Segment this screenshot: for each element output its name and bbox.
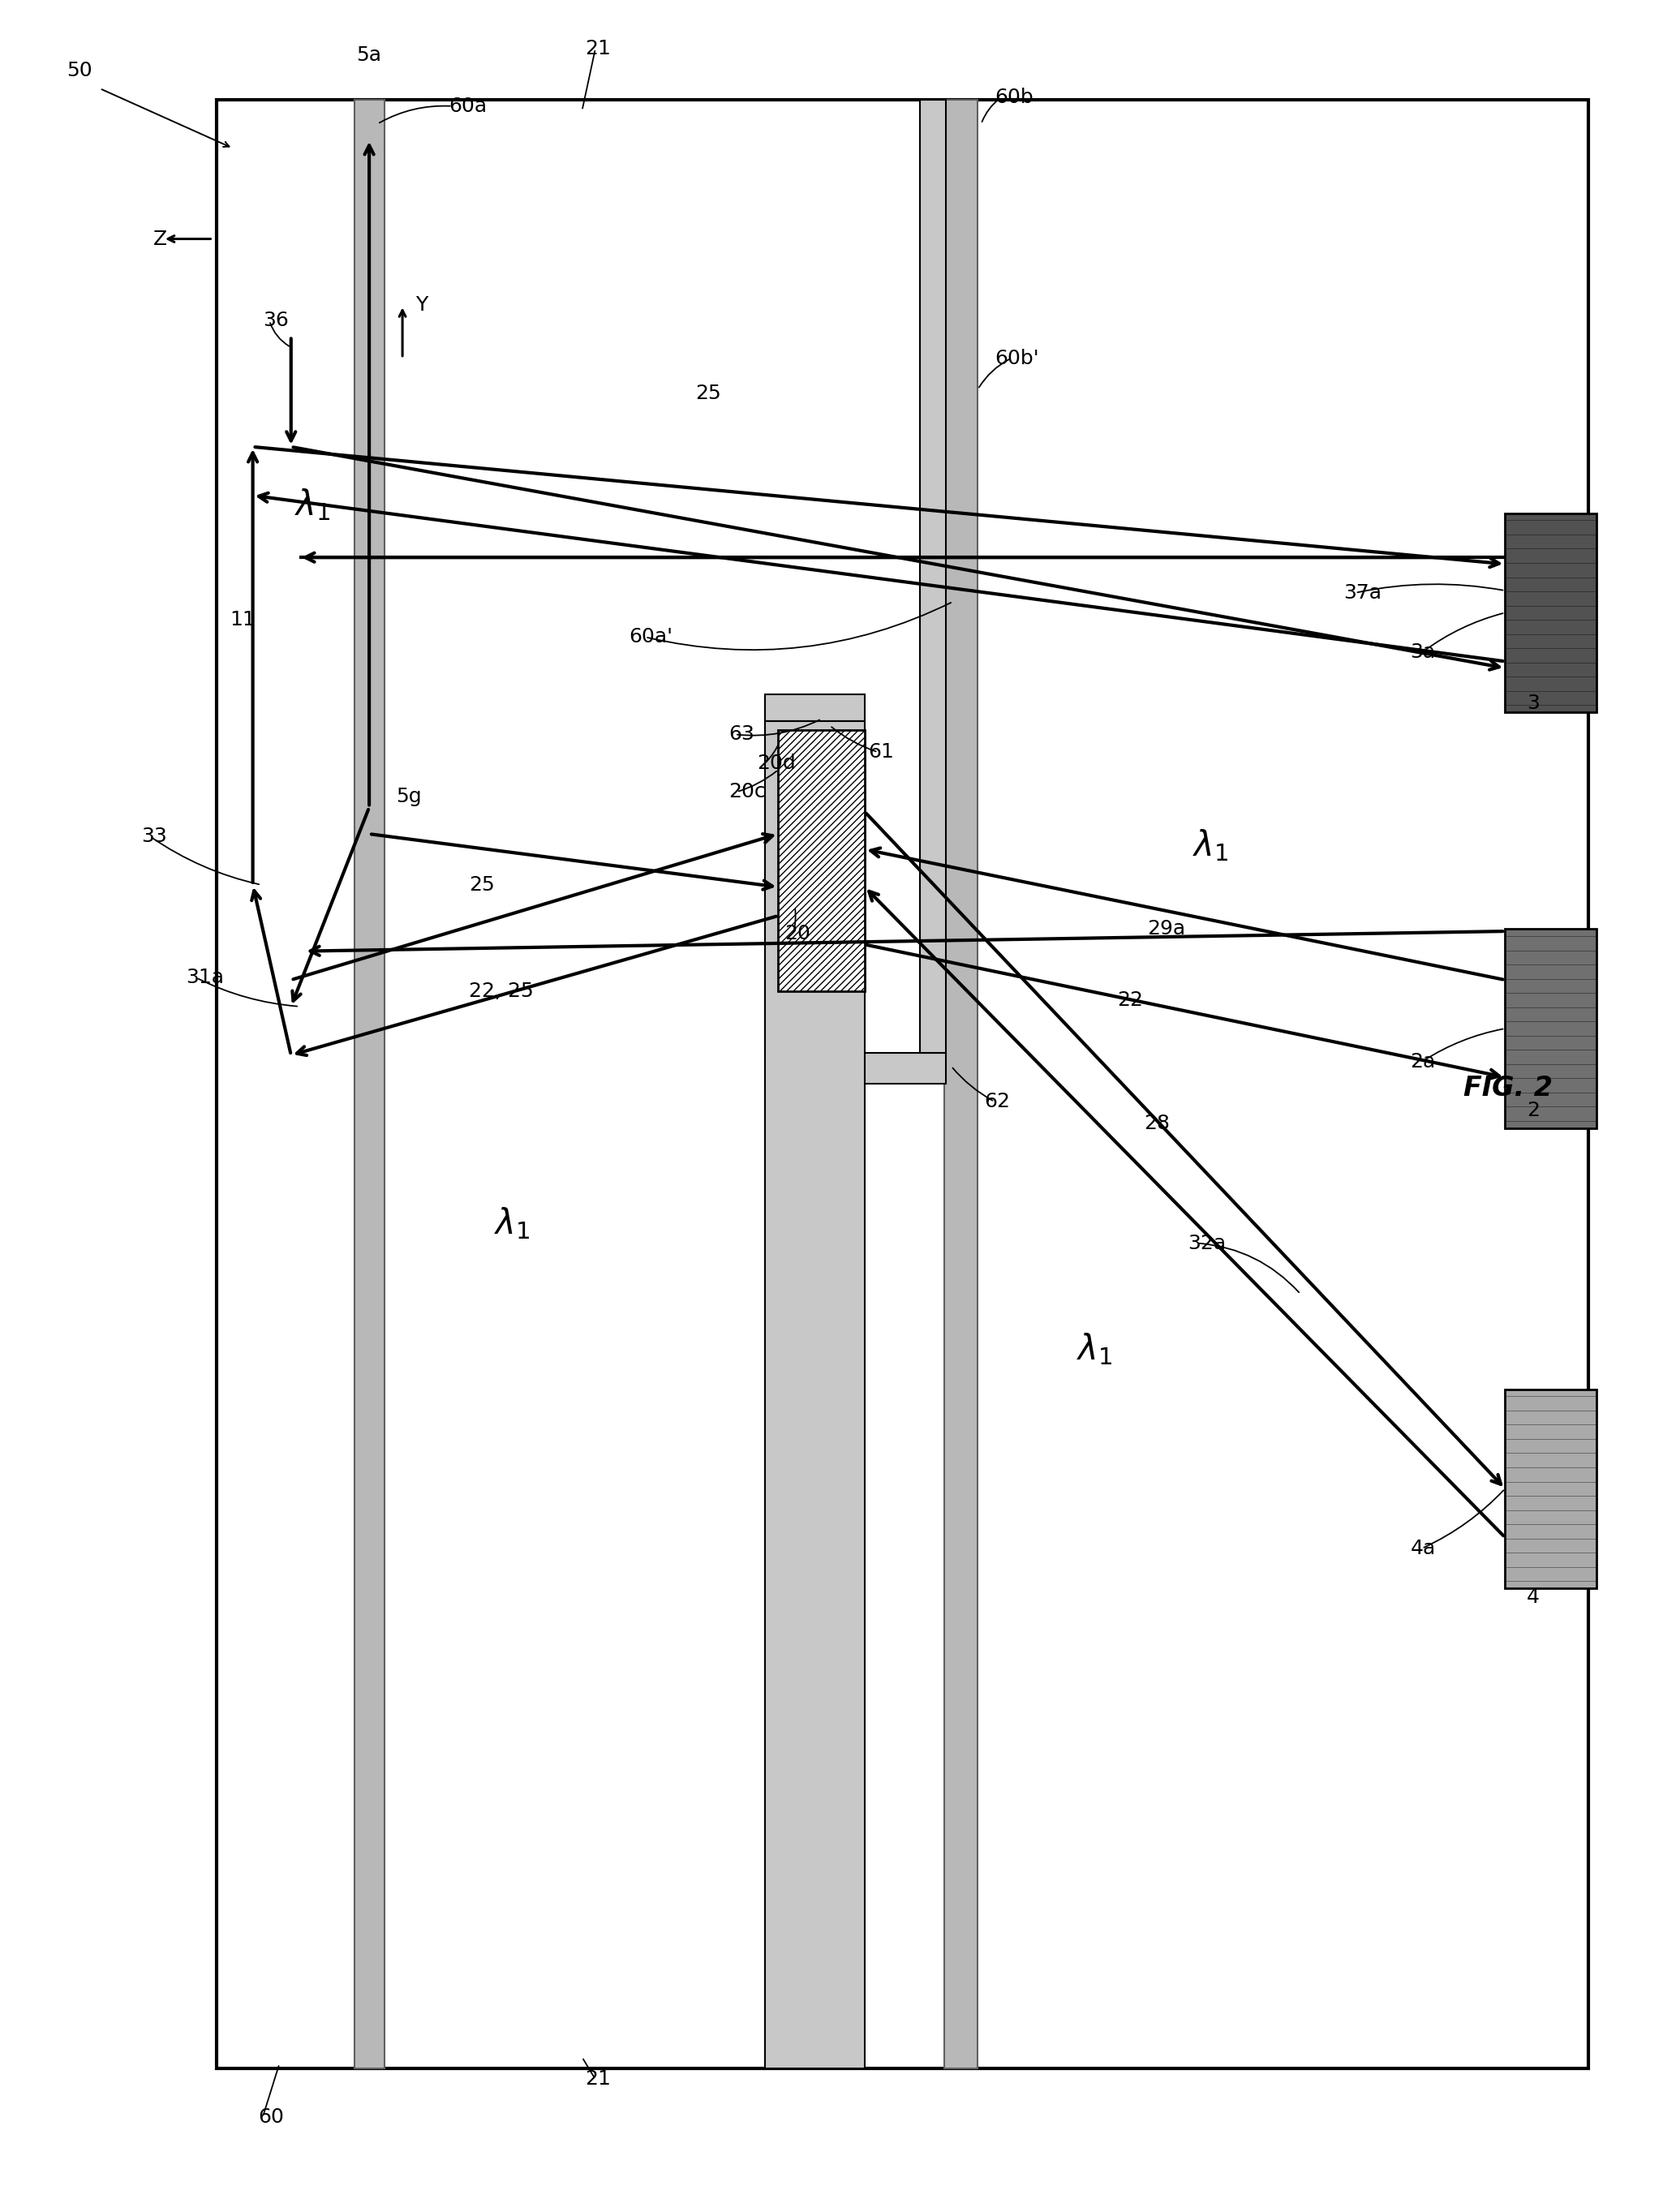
Text: 29a: 29a [1147,920,1186,938]
Text: 60: 60 [258,2108,284,2126]
Text: $\lambda_1$: $\lambda_1$ [1076,1332,1113,1367]
Text: 2a: 2a [1410,1053,1435,1071]
Text: 36: 36 [263,312,289,330]
Bar [765,721,865,2068]
Bar [765,695,865,721]
Bar [778,730,865,991]
Text: 50: 50 [67,62,91,80]
Text: 33: 33 [141,827,166,845]
Text: $\lambda_1$: $\lambda_1$ [294,487,331,522]
Text: 21: 21 [585,2070,612,2088]
Text: $\lambda_1$: $\lambda_1$ [1192,827,1229,863]
Text: 31a: 31a [186,969,225,987]
Text: 20d: 20d [757,754,795,772]
Text: Y: Y [416,296,427,314]
Bar [945,100,978,2068]
Text: 21: 21 [585,40,612,58]
Text: 60a': 60a' [629,628,672,646]
Text: 4: 4 [1527,1588,1540,1606]
Text: 5a: 5a [356,46,381,64]
Bar [765,1053,946,1084]
Bar [1505,929,1596,1128]
Text: $\lambda_1$: $\lambda_1$ [494,1206,530,1241]
Text: 22: 22 [1118,991,1144,1009]
Text: 11: 11 [229,611,254,628]
Text: 22, 25: 22, 25 [469,982,534,1000]
Text: 3: 3 [1527,695,1540,712]
Text: 60b': 60b' [994,349,1039,367]
Bar [920,100,946,1053]
Bar [778,730,865,991]
Text: 25: 25 [695,385,720,403]
Text: 25: 25 [469,876,494,894]
Text: 3a: 3a [1410,644,1435,661]
Text: 20c: 20c [728,783,765,801]
Text: 60b: 60b [994,88,1033,106]
Text: 20: 20 [785,925,812,942]
Text: 60a: 60a [449,97,487,115]
Text: 63: 63 [728,726,755,743]
Text: Z: Z [153,230,166,248]
Text: 5g: 5g [396,787,421,805]
Text: 61: 61 [868,743,895,761]
Text: 28: 28 [1144,1115,1171,1133]
Bar [1505,513,1596,712]
Bar [354,100,384,2068]
Text: 4a: 4a [1410,1540,1435,1557]
Bar [1505,1389,1596,1588]
Text: 62: 62 [984,1093,1011,1110]
Text: FIG. 2: FIG. 2 [1463,1075,1553,1102]
Text: 32a: 32a [1187,1234,1226,1252]
Text: 37a: 37a [1344,584,1382,602]
Text: 2: 2 [1527,1102,1540,1119]
Bar [216,100,1588,2068]
